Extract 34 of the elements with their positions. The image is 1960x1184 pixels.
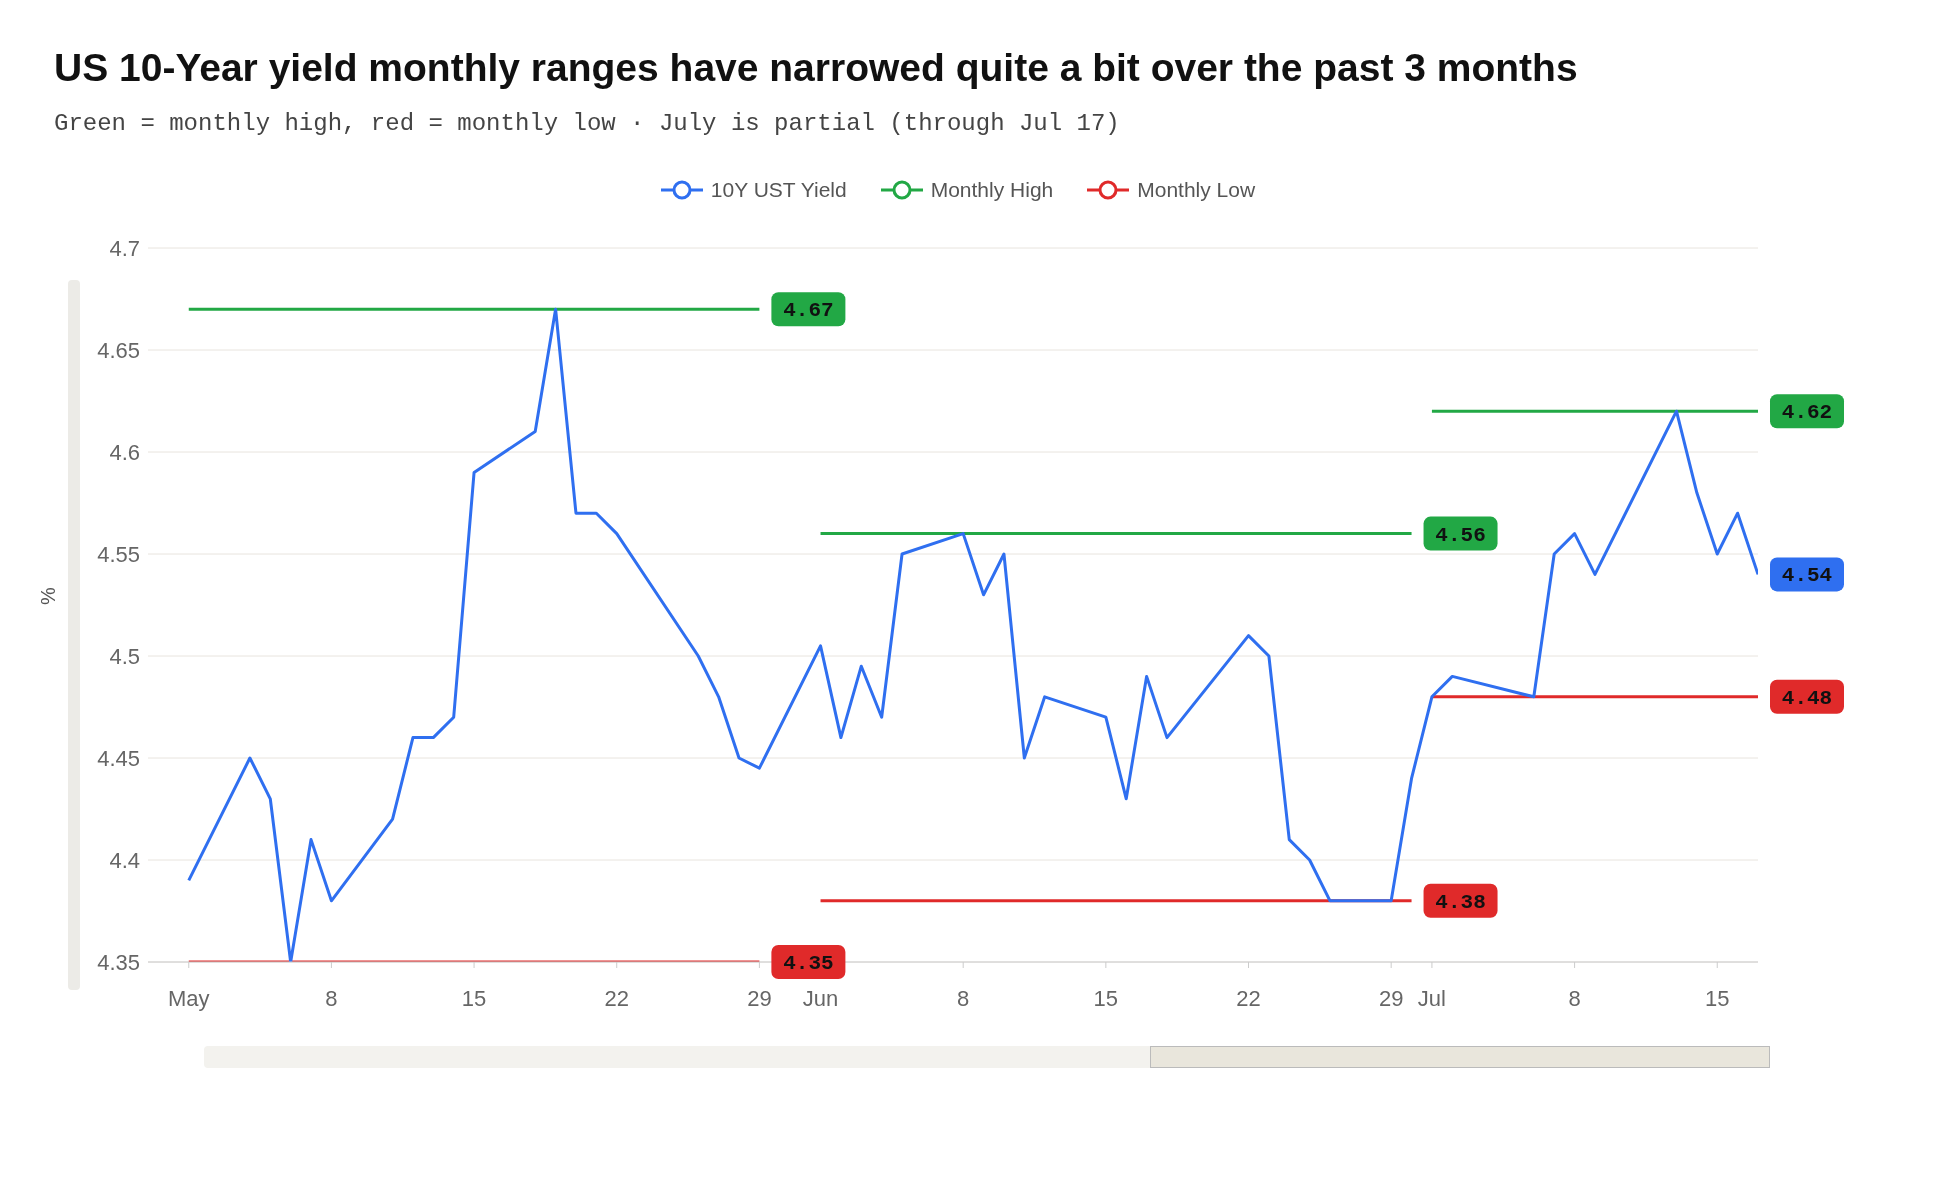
chart-subtitle: Green = monthly high, red = monthly low · July is partial (through Jul 17) xyxy=(54,110,1120,137)
x-tick-label: 22 xyxy=(1236,985,1261,1011)
y-tick-label: 4.55 xyxy=(97,541,140,567)
x-tick-label: 8 xyxy=(325,985,338,1011)
x-tick-label: 15 xyxy=(461,985,487,1011)
y-tick-label: 4.4 xyxy=(109,847,140,873)
x-tick-label: Jun xyxy=(802,985,839,1011)
data-label: 4.62 xyxy=(1781,401,1833,425)
data-label: 4.48 xyxy=(1781,686,1833,710)
x-tick-label: 15 xyxy=(1093,985,1119,1011)
x-tick-label: 22 xyxy=(604,985,629,1011)
data-label: 4.54 xyxy=(1781,564,1833,588)
x-tick-label: 15 xyxy=(1705,985,1730,1011)
legend-label: 10Y UST Yield xyxy=(710,178,847,202)
x-tick-label: May xyxy=(167,985,210,1011)
x-tick-label: 29 xyxy=(747,985,772,1011)
y-axis-title: % xyxy=(37,587,60,605)
y-tick-label: 4.45 xyxy=(97,745,140,771)
data-label: 4.35 xyxy=(783,952,834,975)
y-tick-label: 4.5 xyxy=(109,643,140,669)
x-tick-label: 8 xyxy=(1568,985,1581,1011)
chart-title: US 10-Year yield monthly ranges have narrowed quite a bit over the past 3 months xyxy=(54,46,1578,90)
y-tick-label: 4.6 xyxy=(109,439,140,465)
legend-label: Monthly Low xyxy=(1137,178,1256,202)
data-label: 4.67 xyxy=(783,299,834,323)
y-tick-label: 4.7 xyxy=(109,235,140,261)
data-label: 4.38 xyxy=(1435,890,1486,914)
y-tick-label: 4.65 xyxy=(97,337,140,363)
x-tick-label: 29 xyxy=(1378,985,1404,1011)
data-label: 4.56 xyxy=(1435,523,1486,547)
legend-label: Monthly High xyxy=(930,178,1054,202)
x-tick-label: Jul xyxy=(1417,985,1446,1011)
y-tick-label: 4.35 xyxy=(97,949,140,975)
x-tick-label: 8 xyxy=(957,985,970,1011)
